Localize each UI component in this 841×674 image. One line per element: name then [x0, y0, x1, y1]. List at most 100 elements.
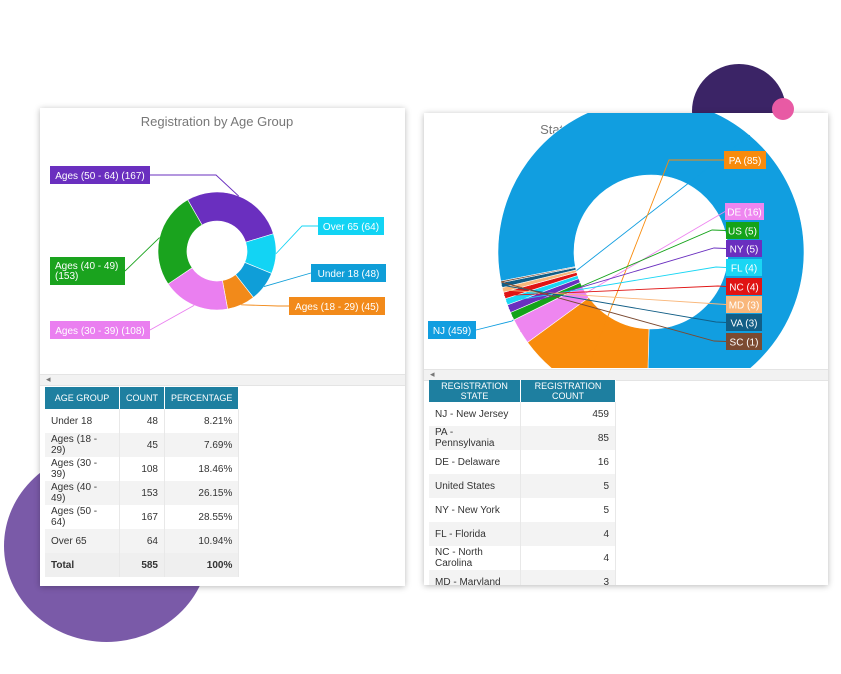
table-cell: 5 — [520, 474, 616, 498]
column-header-age-group[interactable]: AGE GROUP — [45, 387, 120, 409]
table-cell: Ages (18 - 29) — [45, 433, 120, 457]
data-label-text: PA (85) — [729, 156, 762, 167]
data-label-text: NY (5) — [730, 245, 759, 256]
data-label-box — [289, 297, 385, 315]
table-cell: Ages (40 - 49) — [45, 481, 120, 505]
data-label-text: DE (16) — [727, 208, 761, 219]
total-cell: Total — [45, 553, 120, 577]
chart-title: Registration by Age Group — [141, 114, 293, 129]
column-header-count[interactable]: COUNT — [119, 387, 165, 409]
table-cell: United States — [429, 474, 521, 498]
leader-line — [502, 289, 727, 305]
data-label-box — [724, 151, 766, 169]
data-label-text: Ages (30 - 39) (108) — [55, 326, 145, 337]
age-chart-scrollbar[interactable]: ◂ — [40, 374, 405, 386]
leader-line — [520, 211, 726, 332]
table-row[interactable]: NC - North Carolina 4 — [429, 546, 616, 570]
table-cell: 153 — [119, 481, 165, 505]
table-cell: 10.94% — [164, 529, 240, 553]
leader-line — [263, 272, 312, 288]
table-row[interactable]: Ages (40 - 49) 153 26.15% — [45, 481, 240, 505]
table-cell: 16 — [520, 450, 616, 474]
table-cell: 4 — [520, 522, 616, 546]
table-cell: 45 — [119, 433, 165, 457]
table-cell: 48 — [119, 409, 165, 433]
table-row[interactable]: FL - Florida 4 — [429, 522, 616, 546]
data-label-box — [726, 278, 762, 295]
leader-line — [511, 229, 727, 317]
table-row[interactable]: Ages (18 - 29) 45 7.69% — [45, 433, 240, 457]
data-label-box — [725, 203, 764, 220]
data-label-text: VA (3) — [730, 319, 757, 330]
column-header-registration-count[interactable]: REGISTRATION COUNT — [520, 380, 616, 402]
table-row[interactable]: Under 18 48 8.21% — [45, 409, 240, 433]
leader-line — [504, 285, 727, 296]
data-label-box — [50, 257, 125, 285]
state-table: REGISTRATION STATE REGISTRATION COUNT NJ… — [429, 380, 616, 585]
data-label-text: Over 65 (64) — [323, 222, 379, 233]
leader-line — [501, 284, 727, 323]
table-cell: Ages (50 - 64) — [45, 505, 120, 529]
table-cell: NY - New York — [429, 498, 521, 522]
data-label-text: Ages (18 - 29) (45) — [295, 302, 379, 313]
table-cell: 18.46% — [164, 457, 240, 481]
data-label-box — [726, 240, 762, 257]
data-label-text: US (5) — [728, 227, 757, 238]
data-label-text: Ages (50 - 64) (167) — [55, 171, 145, 182]
table-cell: 4 — [520, 546, 616, 570]
data-label-text: Under 18 (48) — [318, 269, 380, 280]
data-label-box — [50, 166, 150, 184]
column-header-registration-state[interactable]: REGISTRATION STATE — [429, 380, 521, 402]
table-total-row: Total 585 100% — [45, 553, 240, 577]
table-row[interactable]: NY - New York 5 — [429, 498, 616, 522]
total-cell: 585 — [119, 553, 165, 577]
age-group-panel: Registration by Age Group Ages (50 - 64) … — [40, 108, 405, 586]
table-row[interactable]: PA - Pennsylvania 85 — [429, 426, 616, 450]
data-label-box — [726, 333, 762, 350]
leader-line — [150, 174, 240, 197]
leader-line — [508, 247, 727, 310]
table-cell: 3 — [520, 570, 616, 585]
data-label-box — [726, 296, 762, 313]
age-group-donut-chart: Registration by Age Group Ages (50 - 64) … — [50, 114, 386, 339]
table-cell: Under 18 — [45, 409, 120, 433]
table-cell: 5 — [520, 498, 616, 522]
pie-slice[interactable] — [157, 199, 203, 285]
data-label-box — [50, 321, 150, 339]
table-cell: Over 65 — [45, 529, 120, 553]
data-label-text: Ages (40 - 49) — [55, 261, 118, 272]
table-cell: 85 — [520, 426, 616, 450]
table-cell: MD - Maryland — [429, 570, 521, 585]
age-group-table: AGE GROUP COUNT PERCENTAGE Under 18 48 8.2… — [45, 387, 240, 577]
leader-line — [500, 281, 727, 342]
leader-line — [124, 237, 160, 272]
table-cell: NJ - New Jersey — [429, 402, 521, 426]
table-row[interactable]: Ages (30 - 39) 108 18.46% — [45, 457, 240, 481]
table-row[interactable]: Over 65 64 10.94% — [45, 529, 240, 553]
table-row[interactable]: NJ - New Jersey 459 — [429, 402, 616, 426]
data-label-box — [726, 314, 762, 331]
scroll-left-icon[interactable]: ◂ — [46, 374, 51, 384]
table-cell: FL - Florida — [429, 522, 521, 546]
data-label-box — [726, 259, 762, 276]
state-chart-scrollbar[interactable]: ◂ — [424, 369, 828, 381]
table-cell: 459 — [520, 402, 616, 426]
data-label-text: FL (4) — [731, 264, 757, 275]
state-donut-chart: State of RegistrationNJ (459)PA (85)DE (… — [428, 113, 805, 368]
data-label-box — [311, 264, 386, 282]
table-row[interactable]: MD - Maryland 3 — [429, 570, 616, 585]
leader-line — [475, 134, 751, 331]
column-header-percentage[interactable]: PERCENTAGE — [164, 387, 240, 409]
table-row[interactable]: United States 5 — [429, 474, 616, 498]
data-label-box — [726, 222, 759, 239]
table-row[interactable]: DE - Delaware 16 — [429, 450, 616, 474]
table-cell: 167 — [119, 505, 165, 529]
table-cell: 26.15% — [164, 481, 240, 505]
table-cell: DE - Delaware — [429, 450, 521, 474]
data-label-text: NJ (459) — [433, 326, 471, 337]
table-row[interactable]: Ages (50 - 64) 167 28.55% — [45, 505, 240, 529]
data-label-text: SC (1) — [730, 338, 759, 349]
pie-slice[interactable] — [187, 191, 274, 243]
data-label-text: (153) — [55, 271, 78, 282]
scroll-left-icon[interactable]: ◂ — [430, 369, 435, 379]
